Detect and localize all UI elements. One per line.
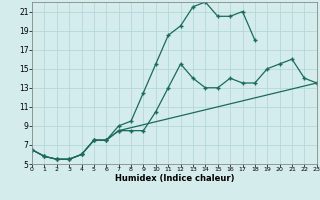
X-axis label: Humidex (Indice chaleur): Humidex (Indice chaleur) (115, 174, 234, 183)
